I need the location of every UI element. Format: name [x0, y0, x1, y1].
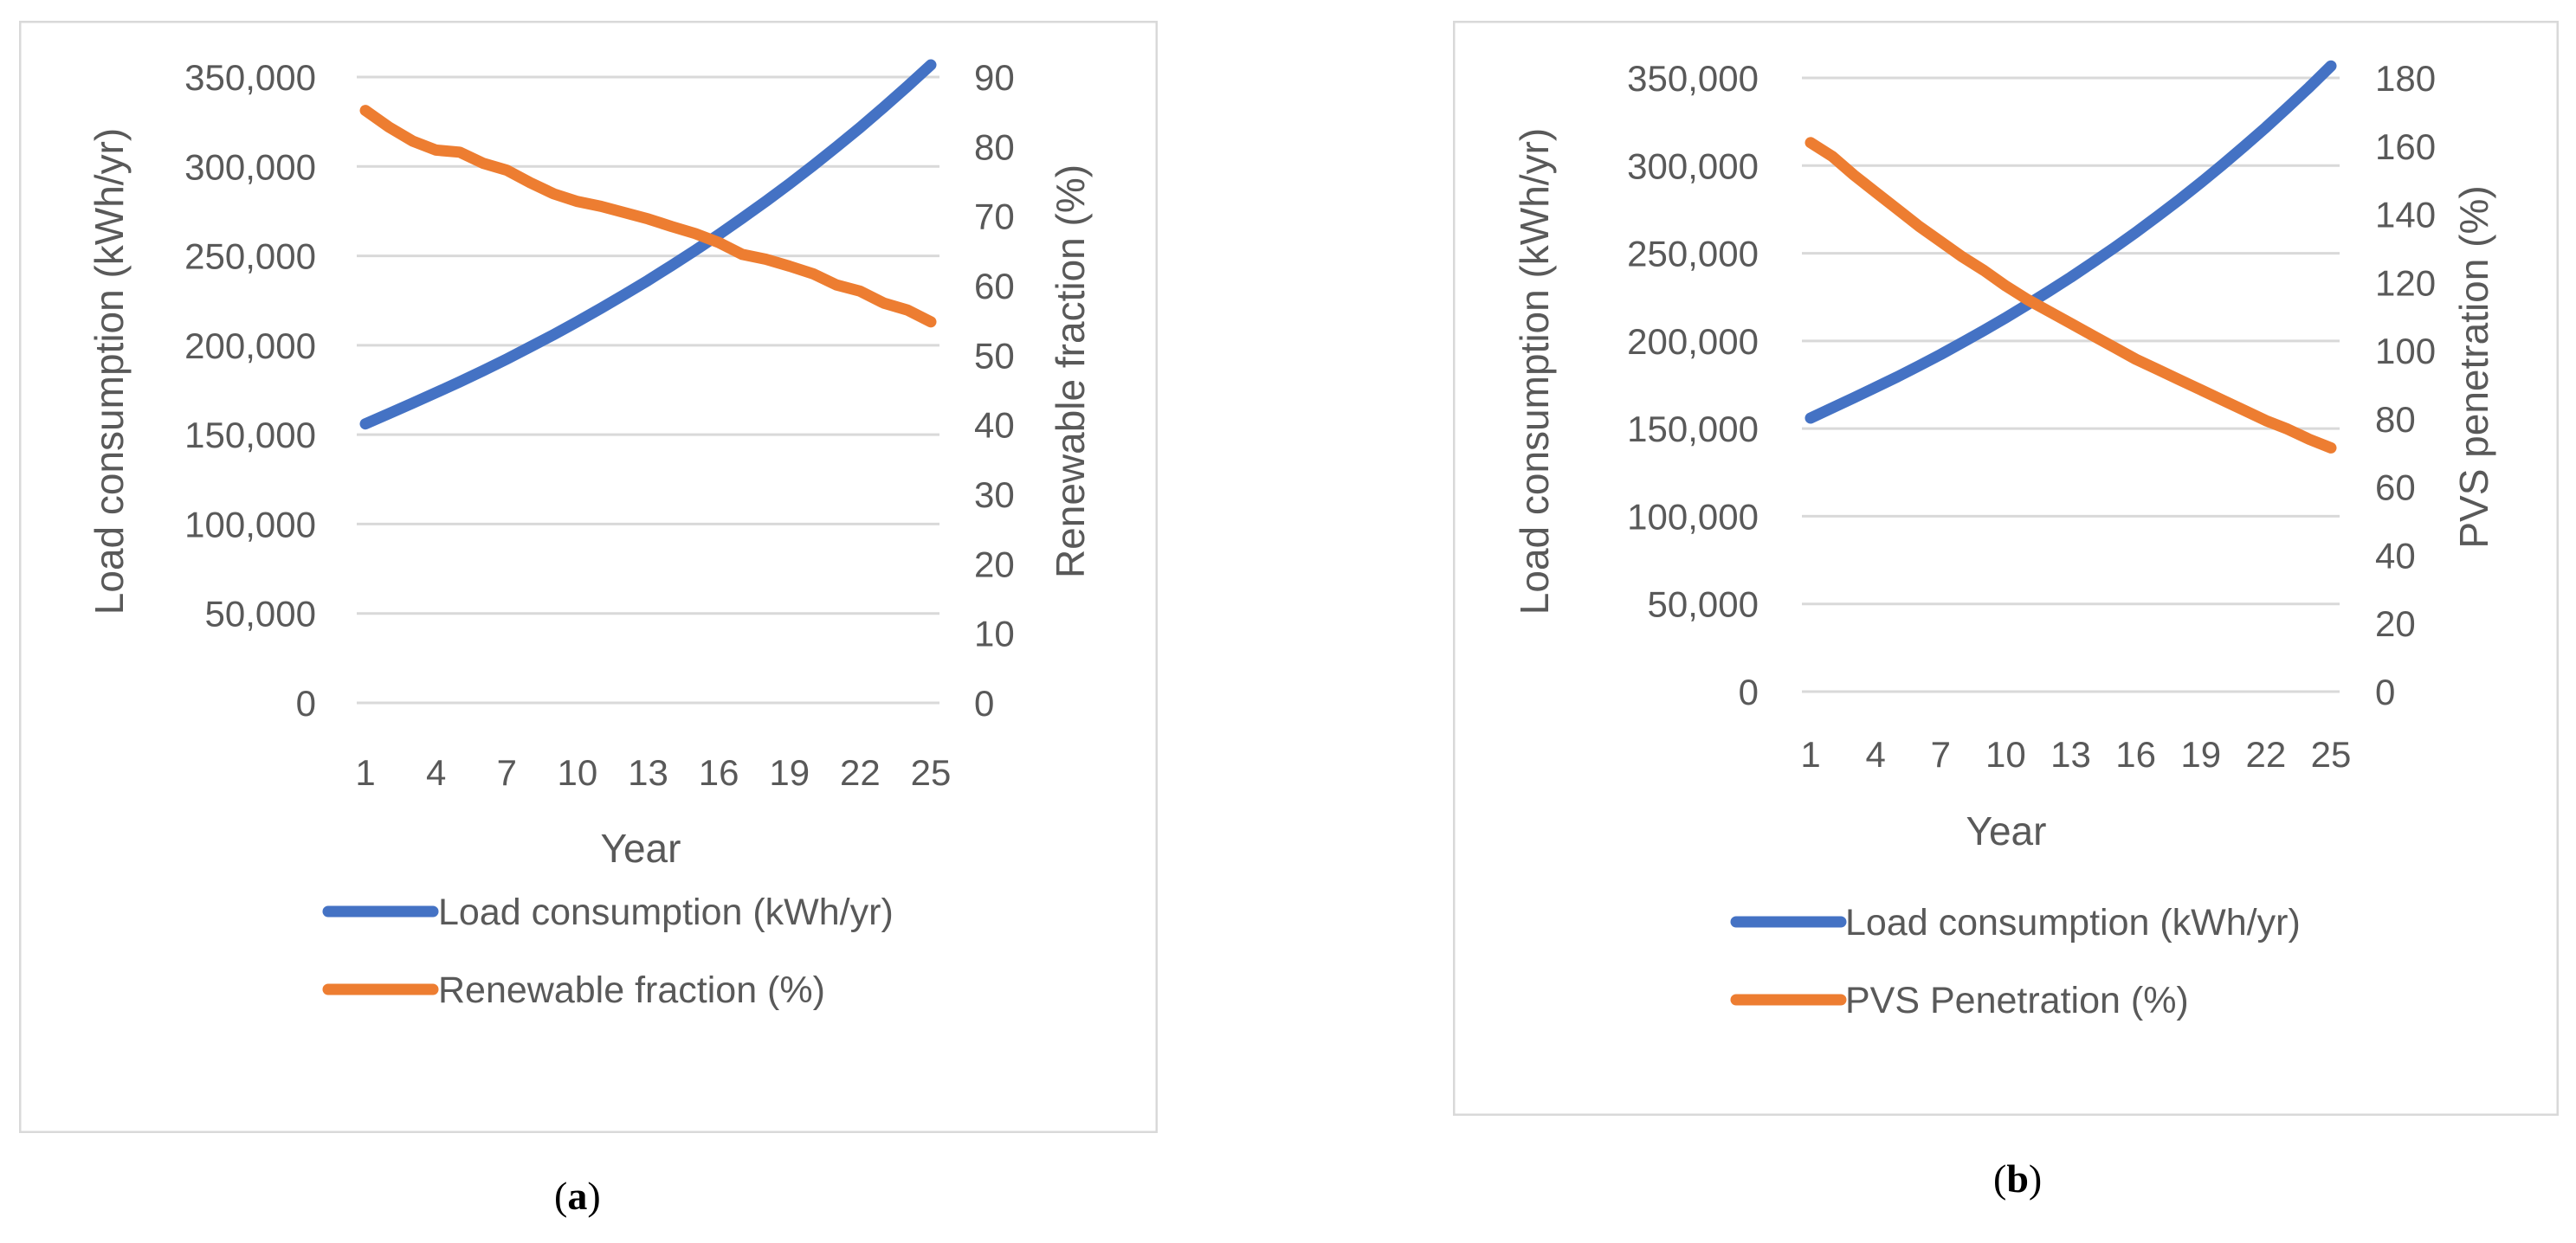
chart-panel-a: 0 50,000 100,000 150,000 200,000 250,000 300,0… [19, 21, 1158, 1133]
series-line-secondary [359, 105, 937, 328]
y-axis-left-title: Load consumption (kWh/yr) [87, 128, 132, 615]
y-left-tick-label: 150,000 [184, 415, 316, 455]
x-tick-label: 22 [2246, 734, 2287, 775]
y-axis-left-title: Load consumption (kWh/yr) [1512, 128, 1557, 615]
y-right-tick-label: 80 [2375, 399, 2416, 440]
x-tick-label: 10 [1985, 734, 2026, 775]
x-tick-label: 13 [628, 752, 668, 793]
chart-a-svg: 0 50,000 100,000 150,000 200,000 250,000 300,0… [19, 21, 1158, 1133]
y-right-tick-label: 40 [974, 405, 1015, 446]
x-tick-label: 16 [2115, 734, 2156, 775]
y-right-tick-label: 60 [2375, 467, 2416, 508]
y-right-tick-label: 70 [974, 196, 1015, 237]
x-axis-title: Year [1966, 808, 2047, 853]
legend-label-load: Load consumption (kWh/yr) [438, 892, 894, 933]
y-left-tick-label: 50,000 [205, 594, 316, 634]
y-right-tick-label: 0 [974, 683, 994, 724]
y-left-tick-label: 300,000 [184, 146, 316, 187]
chart-frame [1453, 21, 2559, 1116]
x-tick-label: 10 [558, 752, 598, 793]
y-right-tick-label: 20 [2375, 603, 2416, 644]
x-tick-label: 25 [2311, 734, 2352, 775]
x-tick-label: 22 [840, 752, 881, 793]
series-line-load [1804, 60, 2337, 424]
y-left-tick-label: 100,000 [184, 504, 316, 544]
y-left-tick-label: 200,000 [184, 325, 316, 366]
x-tick-label: 19 [2180, 734, 2221, 775]
x-tick-label: 1 [355, 752, 375, 793]
y-right-tick-label: 30 [974, 474, 1015, 515]
y-left-tick-label: 350,000 [1627, 58, 1759, 99]
y-right-tick-label: 80 [974, 126, 1015, 167]
x-tick-label: 1 [1800, 734, 1820, 775]
x-axis-title: Year [601, 826, 681, 871]
series-line-secondary [1804, 137, 2337, 454]
caption-b: (b) [1993, 1156, 2043, 1201]
y-right-tick-label: 100 [2375, 331, 2436, 371]
x-tick-label: 7 [1931, 734, 1951, 775]
y-right-tick-label: 10 [974, 614, 1015, 654]
y-left-tick-label: 0 [1739, 672, 1759, 712]
y-right-tick-label: 60 [974, 266, 1015, 306]
legend-label-load: Load consumption (kWh/yr) [1845, 902, 2301, 944]
y-axis-right-title: Renewable fraction (%) [1048, 164, 1093, 578]
x-tick-label: 7 [497, 752, 517, 793]
y-axis-right-title: PVS penetration (%) [2451, 185, 2496, 548]
y-right-tick-label: 0 [2375, 672, 2395, 712]
y-left-tick-label: 150,000 [1627, 409, 1759, 449]
y-right-tick-label: 120 [2375, 262, 2436, 303]
y-left-tick-label: 100,000 [1627, 496, 1759, 537]
y-right-tick-label: 20 [974, 544, 1015, 584]
y-left-tick-label: 350,000 [184, 57, 316, 98]
y-right-tick-label: 50 [974, 335, 1015, 376]
y-right-tick-label: 90 [974, 57, 1015, 98]
y-right-tick-label: 160 [2375, 126, 2436, 167]
y-left-tick-label: 200,000 [1627, 321, 1759, 362]
x-tick-label: 4 [1865, 734, 1885, 775]
x-tick-label: 16 [699, 752, 739, 793]
y-left-tick-label: 250,000 [184, 236, 316, 277]
x-tick-label: 4 [426, 752, 446, 793]
y-left-tick-label: 0 [296, 683, 316, 724]
y-right-tick-label: 40 [2375, 535, 2416, 576]
legend-label-secondary: Renewable fraction (%) [438, 969, 825, 1011]
caption-a: (a) [554, 1174, 601, 1218]
x-tick-label: 13 [2050, 734, 2091, 775]
chart-panel-b: 0 50,000 100,000 150,000 200,000 250,000 300,0… [1453, 21, 2559, 1116]
y-left-tick-label: 50,000 [1648, 584, 1759, 625]
x-tick-label: 25 [911, 752, 952, 793]
legend-label-secondary: PVS Penetration (%) [1845, 980, 2189, 1021]
x-tick-label: 19 [769, 752, 810, 793]
y-right-tick-label: 140 [2375, 195, 2436, 235]
y-left-tick-label: 300,000 [1627, 145, 1759, 186]
series-line-load [359, 59, 937, 430]
y-left-tick-label: 250,000 [1627, 234, 1759, 274]
chart-b-svg: 0 50,000 100,000 150,000 200,000 250,000 300,0… [1453, 21, 2559, 1116]
y-right-tick-label: 180 [2375, 58, 2436, 99]
